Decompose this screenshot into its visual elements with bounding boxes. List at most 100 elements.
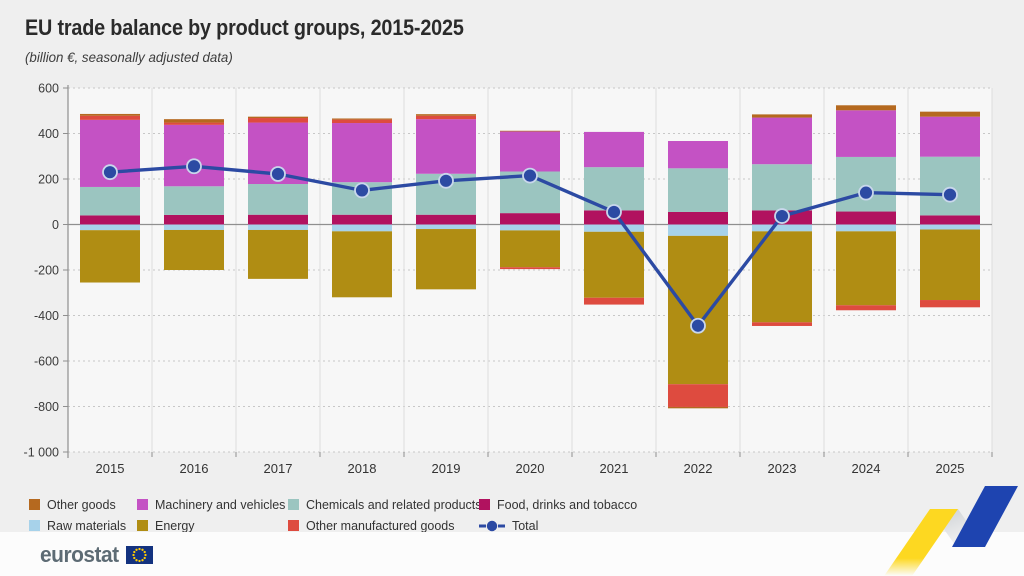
legend-label: Energy bbox=[155, 518, 195, 533]
x-axis-label-2016: 2016 bbox=[180, 461, 209, 476]
legend-item-machinery-and-vehicles: Machinery and vehicles bbox=[137, 497, 291, 512]
bar-segment-raw-materials-2016 bbox=[164, 224, 224, 230]
legend-label: Raw materials bbox=[47, 518, 127, 533]
bar-segment-raw-materials-2023 bbox=[752, 224, 812, 232]
bar-segment-energy-2023 bbox=[752, 231, 812, 323]
bar-segment-raw-materials-2015 bbox=[80, 224, 140, 231]
trade-balance-chart: 600 400 200 0 -200 -400 -600 -800 -1 000 2015 2016… bbox=[24, 82, 993, 476]
legend-item-energy: Energy bbox=[137, 518, 196, 533]
x-axis-label-2017: 2017 bbox=[264, 461, 293, 476]
bar-segment-food-drinks-and-tobacco-2025 bbox=[920, 215, 980, 225]
x-axis-label-2020: 2020 bbox=[516, 461, 545, 476]
bar-segment-raw-materials-2019 bbox=[416, 224, 476, 230]
bar-segment-chemicals-and-related-products-2016 bbox=[164, 186, 224, 215]
bar-segment-other-goods-2016 bbox=[164, 119, 224, 123]
total-point-2015 bbox=[102, 164, 118, 181]
legend-label: Food, drinks and tobacco bbox=[497, 497, 638, 512]
page-title: EU trade balance by product groups, 2015… bbox=[25, 15, 464, 40]
x-axis-label-2019: 2019 bbox=[432, 461, 461, 476]
food-drinks-and-tobacco-swatch-icon bbox=[479, 499, 490, 510]
bar-segment-other-manufactured-goods-2021 bbox=[584, 297, 644, 305]
total-point-2020 bbox=[522, 167, 538, 184]
bar-segment-other-goods-2023 bbox=[752, 114, 812, 118]
bar-segment-other-manufactured-goods-2022 bbox=[668, 384, 728, 407]
bar-segment-other-manufactured-goods-2015 bbox=[80, 115, 140, 120]
energy-swatch-icon bbox=[137, 520, 148, 531]
bar-segment-energy-2017 bbox=[248, 229, 308, 279]
bar-segment-energy-2025 bbox=[920, 229, 980, 301]
eu-flag-icon bbox=[125, 546, 153, 564]
bar-segment-other-manufactured-goods-2018 bbox=[332, 119, 392, 124]
bar-segment-raw-materials-2021 bbox=[584, 224, 644, 232]
bar-segment-machinery-and-vehicles-2018 bbox=[332, 123, 392, 183]
eurostat-logo: eurostat bbox=[40, 542, 153, 568]
bar-segment-machinery-and-vehicles-2023 bbox=[752, 117, 812, 165]
bar-segment-raw-materials-2024 bbox=[836, 224, 896, 232]
bar-segment-energy-2020 bbox=[500, 230, 560, 268]
bar-segment-raw-materials-2022 bbox=[668, 224, 728, 236]
x-axis-label-2022: 2022 bbox=[684, 461, 713, 476]
x-axis-label-2018: 2018 bbox=[348, 461, 377, 476]
bar-segment-other-goods-2020 bbox=[500, 130, 560, 132]
y-axis-label: -1 000 bbox=[24, 446, 59, 460]
other-manufactured-goods-swatch-icon bbox=[288, 520, 299, 531]
bar-segment-other-goods-2015 bbox=[80, 113, 140, 116]
bar-segment-other-goods-2017 bbox=[248, 116, 308, 119]
y-axis-label: 200 bbox=[38, 173, 59, 187]
bar-segment-machinery-and-vehicles-2016 bbox=[164, 124, 224, 187]
total-point-2016 bbox=[186, 158, 202, 175]
bar-segment-other-manufactured-goods-2020 bbox=[500, 267, 560, 270]
total-point-2024 bbox=[858, 184, 874, 201]
total-point-2018 bbox=[354, 182, 370, 199]
bar-segment-energy-2019 bbox=[416, 229, 476, 290]
bar-segment-chemicals-and-related-products-2025 bbox=[920, 156, 980, 216]
bar-segment-raw-materials-2017 bbox=[248, 224, 308, 230]
bar-segment-energy-2016 bbox=[164, 229, 224, 270]
bar-segment-chemicals-and-related-products-2015 bbox=[80, 186, 140, 216]
bar-segment-other-goods-2018 bbox=[332, 118, 392, 120]
bar-segment-food-drinks-and-tobacco-2015 bbox=[80, 215, 140, 225]
bar-segment-other-manufactured-goods-2016 bbox=[164, 122, 224, 125]
total-point-2025 bbox=[942, 186, 958, 203]
total-point-2017 bbox=[270, 166, 286, 182]
ribbon-blue-band bbox=[952, 486, 1018, 547]
machinery-and-vehicles-swatch-icon bbox=[137, 499, 148, 510]
y-axis-label: -400 bbox=[34, 309, 59, 323]
bar-segment-chemicals-and-related-products-2023 bbox=[752, 164, 812, 211]
legend-label: Other goods bbox=[47, 497, 116, 512]
bar-segment-other-goods-2022 bbox=[668, 406, 728, 409]
legend-item-other-manufactured-goods: Other manufactured goods bbox=[288, 518, 461, 533]
legend-item-chemicals-and-related-products: Chemicals and related products bbox=[288, 497, 489, 512]
bar-segment-food-drinks-and-tobacco-2018 bbox=[332, 214, 392, 225]
bar-segment-other-manufactured-goods-2024 bbox=[836, 305, 896, 311]
bar-segment-raw-materials-2020 bbox=[500, 224, 560, 231]
bar-segment-energy-2021 bbox=[584, 231, 644, 298]
raw-materials-swatch-icon bbox=[29, 520, 40, 531]
bar-segment-raw-materials-2018 bbox=[332, 224, 392, 232]
legend-item-other-goods: Other goods bbox=[29, 497, 119, 512]
bar-segment-energy-2018 bbox=[332, 231, 392, 298]
bar-segment-energy-2022 bbox=[668, 235, 728, 385]
y-axis-label: 400 bbox=[38, 127, 59, 141]
x-axis-label-2024: 2024 bbox=[852, 461, 881, 476]
bar-segment-other-goods-2019 bbox=[416, 114, 476, 116]
bar-segment-other-goods-2025 bbox=[920, 111, 980, 117]
bar-segment-food-drinks-and-tobacco-2019 bbox=[416, 214, 476, 225]
bar-segment-food-drinks-and-tobacco-2020 bbox=[500, 213, 560, 225]
bar-segment-machinery-and-vehicles-2019 bbox=[416, 119, 476, 174]
legend-label: Chemicals and related products bbox=[306, 497, 482, 512]
eurostat-logo-text: eurostat bbox=[40, 542, 119, 567]
bar-segment-chemicals-and-related-products-2024 bbox=[836, 156, 896, 212]
legend-item-food-drinks-and-tobacco: Food, drinks and tobacco bbox=[479, 497, 643, 512]
legend-label: Machinery and vehicles bbox=[155, 497, 286, 512]
bar-segment-chemicals-and-related-products-2017 bbox=[248, 184, 308, 215]
y-axis-label: -800 bbox=[34, 400, 59, 414]
bar-segment-other-manufactured-goods-2025 bbox=[920, 300, 980, 308]
bar-segment-food-drinks-and-tobacco-2022 bbox=[668, 211, 728, 225]
bar-segment-other-manufactured-goods-2019 bbox=[416, 115, 476, 120]
y-axis-label: 600 bbox=[38, 82, 59, 96]
bar-segment-machinery-and-vehicles-2025 bbox=[920, 116, 980, 157]
bar-segment-energy-2015 bbox=[80, 230, 140, 283]
bar-segment-other-goods-2024 bbox=[836, 105, 896, 111]
